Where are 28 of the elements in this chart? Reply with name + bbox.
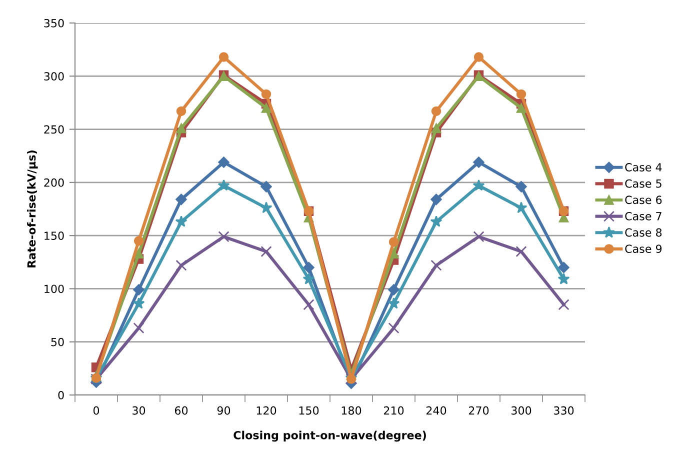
x-tick-label: 90 — [217, 406, 230, 415]
x-axis-title: Closing point-on-wave(degree) — [234, 430, 426, 442]
legend-label: Case 8 — [625, 228, 662, 237]
legend-label: Case 5 — [625, 179, 662, 188]
legend-label: Case 7 — [625, 212, 662, 220]
x-tick-label: 300 — [511, 406, 532, 415]
y-tick-label: 100 — [44, 284, 64, 294]
x-tick-label: 240 — [426, 406, 446, 415]
y-tick-label: 250 — [44, 125, 64, 134]
legend-label: Case 9 — [625, 244, 662, 253]
y-tick-label: 150 — [44, 232, 64, 240]
y-tick-label: 350 — [44, 18, 64, 28]
x-tick-label: 330 — [554, 406, 574, 415]
y-tick-label: 200 — [44, 178, 64, 187]
legend-label: Case 6 — [625, 196, 662, 204]
x-tick-label: 210 — [384, 406, 404, 415]
x-tick-label: 30 — [132, 406, 146, 415]
y-tick-label: 300 — [44, 72, 64, 81]
x-tick-label: 150 — [299, 406, 319, 415]
y-tick-label: 50 — [51, 338, 64, 346]
x-tick-label: 180 — [342, 406, 362, 415]
y-axis-title: Rate-of-rise(kV/μs) — [27, 150, 38, 268]
x-tick-label: 60 — [174, 406, 188, 415]
x-tick-label: 120 — [256, 406, 276, 415]
y-tick-label: 0 — [58, 390, 64, 400]
legend-label: Case 4 — [625, 163, 662, 172]
x-tick-label: 270 — [468, 406, 489, 415]
x-tick-label: 0 — [93, 406, 100, 415]
